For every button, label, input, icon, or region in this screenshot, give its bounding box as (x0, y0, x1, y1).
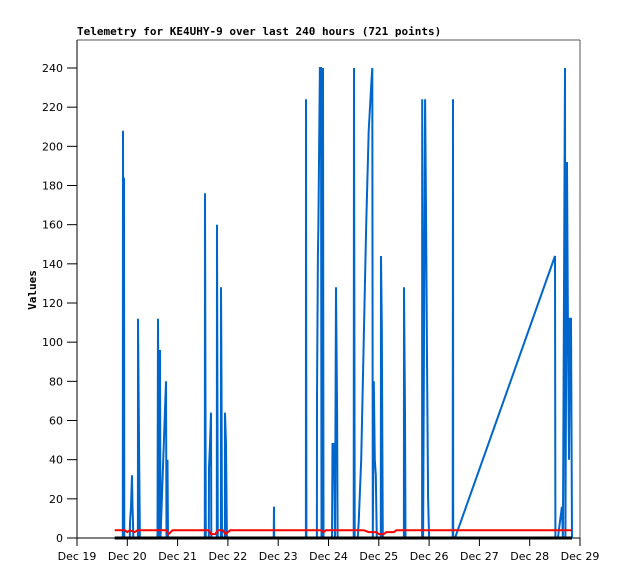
x-tick-label: Dec 26 (410, 550, 449, 563)
y-tick-label: 100 (42, 336, 63, 349)
chart-title: Telemetry for KE4UHY-9 over last 240 hou… (77, 25, 441, 38)
x-tick-label: Dec 22 (209, 550, 248, 563)
x-tick-label: Dec 25 (359, 550, 398, 563)
x-tick-label: Dec 20 (108, 550, 147, 563)
y-tick-label: 80 (49, 375, 63, 388)
y-tick-label: 140 (42, 258, 63, 271)
y-axis: 0 20 40 60 80 100 120 140 160 180 200 220 240 (42, 62, 77, 545)
y-axis-label: Values (26, 270, 39, 310)
y-tick-label: 240 (42, 62, 63, 75)
x-tick-label: Dec 29 (561, 550, 600, 563)
series-group (114, 67, 573, 540)
y-tick-label: 20 (49, 493, 63, 506)
y-tick-label: 120 (42, 297, 63, 310)
series-line-low-channel (114, 529, 572, 536)
x-axis: Dec 19 Dec 20 Dec 21 Dec 22 Dec 23 Dec 24 Dec … (58, 538, 600, 563)
y-tick-label: 0 (56, 532, 63, 545)
y-tick-label: 220 (42, 101, 63, 114)
y-tick-label: 200 (42, 140, 63, 153)
y-tick-label: 160 (42, 219, 63, 232)
x-tick-label: Dec 28 (510, 550, 549, 563)
x-tick-label: Dec 23 (259, 550, 298, 563)
series-line-telemetry (114, 67, 573, 539)
x-tick-label: Dec 19 (58, 550, 97, 563)
y-tick-label: 180 (42, 180, 63, 193)
y-tick-label: 60 (49, 415, 63, 428)
y-tick-label: 40 (49, 454, 63, 467)
x-tick-label: Dec 24 (309, 550, 348, 563)
x-tick-label: Dec 21 (158, 550, 197, 563)
x-tick-label: Dec 27 (460, 550, 499, 563)
